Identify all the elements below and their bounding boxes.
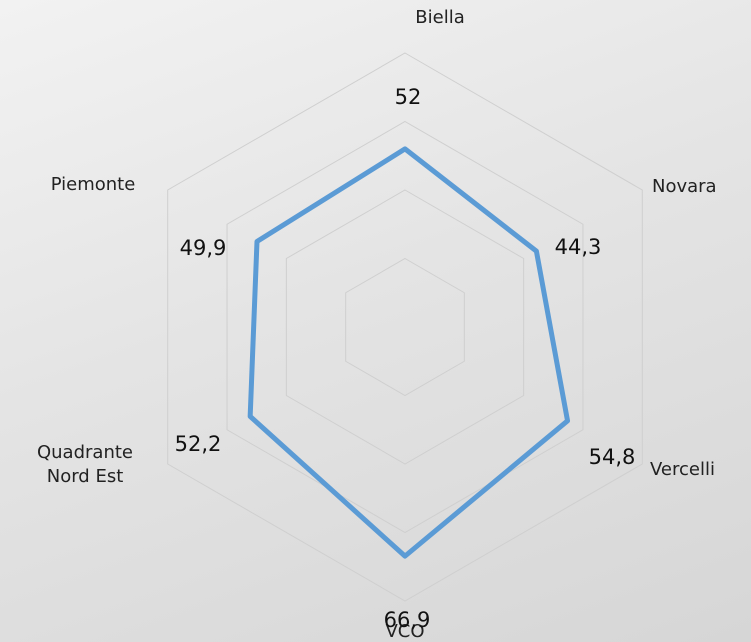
data-label: 52 bbox=[395, 85, 422, 109]
data-label: 49,9 bbox=[180, 236, 227, 260]
grid-line bbox=[346, 259, 465, 396]
category-label: Novara bbox=[652, 175, 751, 199]
data-label: 52,2 bbox=[175, 432, 222, 456]
category-label: Vercelli bbox=[650, 458, 750, 482]
data-label: 54,8 bbox=[589, 445, 636, 469]
chart: Biella52Novara44,3Vercelli54,8VCO66,9Qua… bbox=[0, 0, 751, 642]
data-line bbox=[250, 149, 567, 556]
grid-line bbox=[286, 190, 523, 464]
category-label: Quadrante Nord Est bbox=[12, 441, 158, 489]
data-label: 66,9 bbox=[384, 608, 431, 632]
category-label: Piemonte bbox=[28, 173, 158, 197]
grid-line bbox=[227, 122, 583, 533]
grid-line bbox=[168, 53, 643, 601]
data-label: 44,3 bbox=[555, 235, 602, 259]
category-label: Biella bbox=[385, 6, 495, 30]
radar-plot bbox=[0, 0, 751, 642]
